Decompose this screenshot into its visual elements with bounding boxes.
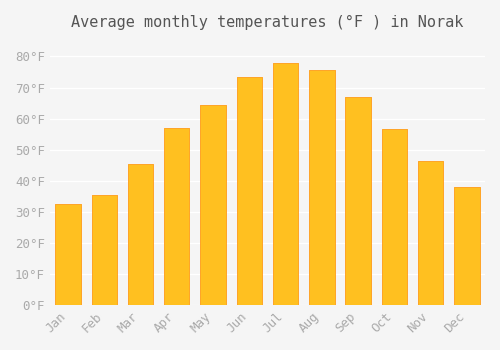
Bar bbox=[309, 70, 334, 305]
Bar bbox=[164, 128, 190, 305]
Bar bbox=[164, 128, 190, 305]
Bar bbox=[346, 97, 371, 305]
Bar bbox=[454, 187, 479, 305]
Bar bbox=[309, 70, 334, 305]
Bar bbox=[236, 77, 262, 305]
Bar bbox=[200, 105, 226, 305]
Bar bbox=[346, 97, 371, 305]
Bar bbox=[236, 77, 262, 305]
Bar bbox=[382, 130, 407, 305]
Bar bbox=[128, 164, 153, 305]
Title: Average monthly temperatures (°F ) in Norak: Average monthly temperatures (°F ) in No… bbox=[71, 15, 464, 30]
Bar bbox=[92, 195, 117, 305]
Bar bbox=[273, 63, 298, 305]
Bar bbox=[200, 105, 226, 305]
Bar bbox=[418, 161, 444, 305]
Bar bbox=[273, 63, 298, 305]
Bar bbox=[128, 164, 153, 305]
Bar bbox=[56, 204, 80, 305]
Bar bbox=[56, 204, 80, 305]
Bar bbox=[382, 130, 407, 305]
Bar bbox=[418, 161, 444, 305]
Bar bbox=[92, 195, 117, 305]
Bar bbox=[454, 187, 479, 305]
